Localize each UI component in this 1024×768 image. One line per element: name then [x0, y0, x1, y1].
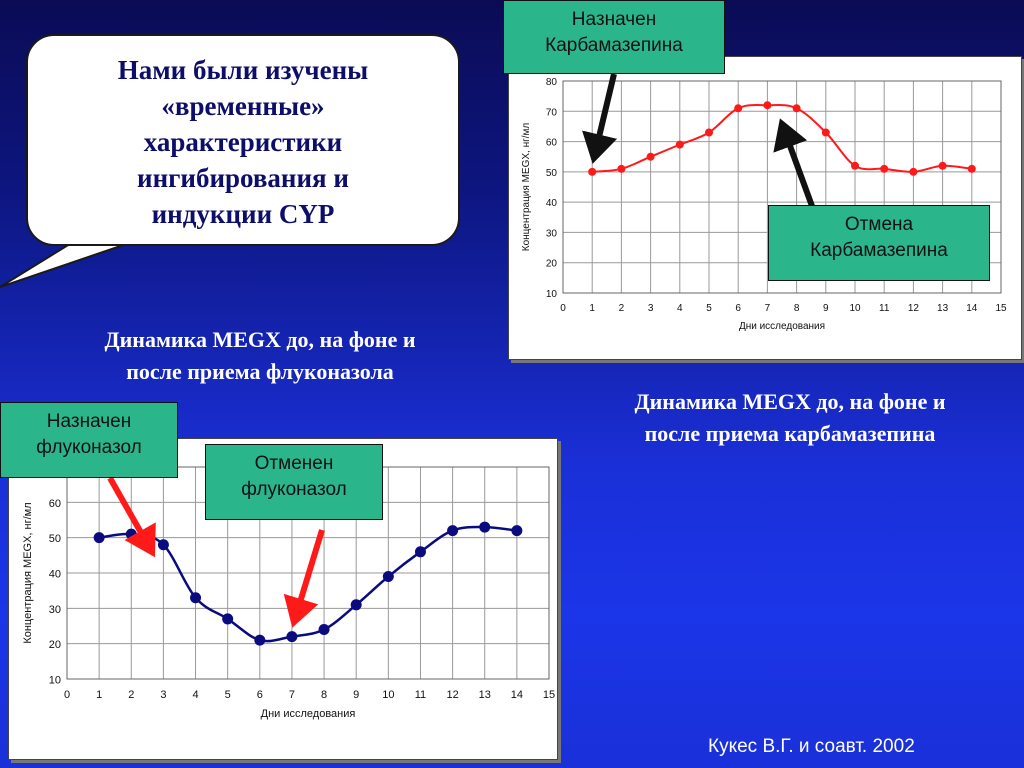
- fluc-stop-arrow: [283, 529, 325, 628]
- x-tick-label: 1: [96, 689, 102, 701]
- data-point: [646, 152, 655, 161]
- y-tick-label: 60: [546, 138, 558, 149]
- x-tick-label: 7: [765, 303, 771, 314]
- x-tick-label: 15: [543, 689, 555, 701]
- data-point: [763, 101, 772, 110]
- fluconazole-chart-panel: 012345678910111213141510203040506070Дни …: [8, 438, 558, 760]
- y-tick-label: 70: [546, 107, 558, 118]
- callout-text: Нами были изучены «временные» характерис…: [117, 55, 369, 229]
- x-tick-label: 10: [382, 689, 394, 701]
- x-tick-label: 11: [879, 303, 890, 314]
- y-axis-label: Концентрация MEGX, нг/мл: [521, 123, 532, 252]
- data-point: [479, 521, 491, 533]
- data-point: [286, 631, 298, 643]
- y-tick-label: 30: [546, 228, 558, 239]
- data-point: [350, 599, 362, 611]
- fluc-start-arrow: [107, 476, 156, 558]
- x-tick-label: 2: [128, 689, 134, 701]
- x-tick-label: 14: [966, 303, 978, 314]
- x-tick-label: 13: [479, 689, 491, 701]
- x-tick-label: 5: [706, 303, 712, 314]
- x-tick-label: 14: [511, 689, 523, 701]
- x-tick-label: 11: [415, 689, 426, 701]
- y-tick-label: 60: [49, 498, 61, 510]
- fluconazole-stop-label: Отменен флуконазол: [205, 444, 383, 520]
- x-axis-label: Дни исследования: [261, 708, 356, 720]
- y-axis-label: Концентрация MEGX, нг/мл: [22, 502, 34, 643]
- x-tick-label: 1: [589, 303, 595, 314]
- y-tick-label: 20: [546, 259, 558, 270]
- x-tick-label: 9: [353, 689, 359, 701]
- x-tick-label: 8: [321, 689, 327, 701]
- x-tick-label: 2: [619, 303, 625, 314]
- x-tick-label: 12: [908, 303, 920, 314]
- x-tick-label: 4: [677, 303, 683, 314]
- fluconazole-caption: Динамика MEGX до, на фоне и после приема…: [104, 327, 416, 384]
- data-point: [734, 104, 743, 113]
- data-point: [190, 592, 202, 604]
- data-point: [318, 624, 330, 636]
- x-tick-label: 9: [823, 303, 829, 314]
- data-point: [675, 140, 684, 149]
- y-tick-label: 80: [546, 77, 558, 88]
- data-point: [880, 164, 889, 173]
- x-tick-label: 13: [937, 303, 949, 314]
- data-point: [511, 525, 523, 537]
- data-point: [93, 532, 105, 544]
- data-point: [157, 539, 169, 551]
- y-tick-label: 10: [49, 675, 61, 687]
- carbamazepine-stop-label: Отмена Карбамазепина: [768, 205, 990, 281]
- y-tick-label: 40: [49, 569, 61, 581]
- carb-stop-arrow: [773, 118, 815, 208]
- speech-callout: [26, 34, 460, 246]
- source-credit: Кукес В.Г. и соавт. 2002: [708, 736, 915, 757]
- data-point: [414, 546, 426, 558]
- x-tick-label: 6: [257, 689, 263, 701]
- data-point: [447, 525, 459, 537]
- x-tick-label: 8: [794, 303, 800, 314]
- x-tick-label: 6: [735, 303, 741, 314]
- y-tick-label: 10: [546, 289, 558, 300]
- y-tick-label: 50: [49, 533, 61, 545]
- x-tick-label: 12: [446, 689, 458, 701]
- data-point: [967, 164, 976, 173]
- x-tick-label: 0: [560, 303, 566, 314]
- carbamazepine-start-label: Назначен Карбамазепина: [503, 0, 725, 74]
- data-point: [851, 161, 859, 170]
- data-point: [382, 571, 394, 583]
- data-point: [222, 613, 234, 625]
- x-tick-label: 0: [64, 689, 70, 701]
- carbamazepine-caption: Динамика MEGX до, на фоне и после приема…: [634, 389, 946, 446]
- y-tick-label: 40: [546, 198, 558, 209]
- data-point: [821, 128, 830, 137]
- x-tick-label: 7: [289, 689, 295, 701]
- data-point: [792, 104, 801, 113]
- data-point: [588, 167, 597, 176]
- data-point: [617, 164, 626, 173]
- x-tick-label: 3: [160, 689, 166, 701]
- x-tick-label: 3: [648, 303, 654, 314]
- data-point: [254, 634, 266, 646]
- fluconazole-start-label: Назначен флуконазол: [0, 402, 178, 478]
- x-tick-label: 5: [225, 689, 231, 701]
- data-point: [705, 128, 713, 137]
- x-tick-label: 4: [192, 689, 198, 701]
- y-tick-label: 20: [49, 639, 61, 651]
- plot-frame: [562, 80, 1002, 294]
- carb-start-arrow: [582, 73, 618, 164]
- y-tick-label: 50: [546, 168, 558, 179]
- x-tick-label: 10: [849, 303, 861, 314]
- data-point: [938, 161, 947, 170]
- data-point: [909, 167, 918, 176]
- x-axis-label: Дни исследования: [739, 321, 825, 332]
- x-tick-label: 15: [995, 303, 1007, 314]
- y-tick-label: 30: [49, 604, 61, 616]
